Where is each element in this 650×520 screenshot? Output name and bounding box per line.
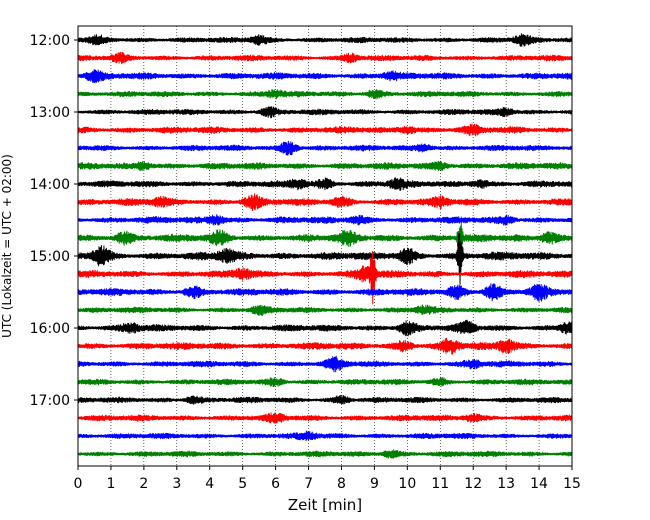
seismic-trace <box>77 304 573 316</box>
seismic-trace <box>77 69 573 84</box>
seismic-trace <box>77 233 573 285</box>
x-tick-label: 8 <box>337 476 346 492</box>
seismic-trace <box>77 89 573 100</box>
seismic-trace <box>77 337 573 355</box>
x-tick-label: 13 <box>497 476 515 492</box>
y-tick-label: 17:00 <box>30 393 70 409</box>
seismic-trace <box>77 283 573 302</box>
vertical-grid <box>110 26 540 466</box>
y-tick-label: 12:00 <box>30 33 70 49</box>
x-tick-label: 15 <box>563 476 581 492</box>
seismic-trace <box>77 394 573 405</box>
x-tick-label: 4 <box>205 476 214 492</box>
y-tick-label: 16:00 <box>30 321 70 337</box>
y-axis-label: UTC (Lokalzeit = UTC + 02:00) <box>0 154 14 338</box>
seismic-trace <box>77 140 573 156</box>
seismic-trace <box>77 250 573 305</box>
plot-frame <box>77 25 573 467</box>
seismic-trace <box>77 214 573 226</box>
x-tick-label: 6 <box>271 476 280 492</box>
x-tick-label: 10 <box>398 476 416 492</box>
seismic-trace <box>77 160 573 172</box>
x-tick-label: 0 <box>74 476 83 492</box>
x-tick-label: 14 <box>530 476 548 492</box>
seismic-trace <box>77 177 573 192</box>
x-tick-label: 3 <box>172 476 181 492</box>
seismic-trace <box>77 449 573 459</box>
x-tick-label: 7 <box>304 476 313 492</box>
seismic-trace <box>77 355 573 373</box>
plot-background <box>78 26 572 466</box>
trace-group <box>77 33 573 459</box>
y-tick-label: 15:00 <box>30 249 70 265</box>
x-tick-label: 5 <box>238 476 247 492</box>
x-tick-label: 2 <box>139 476 148 492</box>
x-tick-label: 9 <box>370 476 379 492</box>
x-tick-label: 11 <box>431 476 449 492</box>
x-axis-label: Zeit [min] <box>288 496 362 514</box>
seismic-trace <box>77 51 573 65</box>
seismic-trace <box>77 106 573 119</box>
seismic-trace <box>77 376 573 388</box>
seismic-trace <box>77 33 573 47</box>
seismic-trace <box>77 123 573 137</box>
seismic-trace <box>77 222 573 253</box>
y-axis-ticks: 12:00 13:00 14:00 15:00 16:00 17:00 <box>30 33 78 409</box>
x-axis-ticks: 0 1 2 3 4 5 6 7 8 9 10 11 12 13 14 15 <box>74 466 581 492</box>
seismic-trace <box>77 193 573 212</box>
y-tick-label: 13:00 <box>30 105 70 121</box>
seismic-trace <box>77 319 573 337</box>
y-tick-label: 14:00 <box>30 177 70 193</box>
seismic-trace <box>77 430 573 442</box>
x-tick-label: 1 <box>106 476 115 492</box>
seismic-trace <box>77 412 573 424</box>
x-tick-label: 12 <box>464 476 482 492</box>
